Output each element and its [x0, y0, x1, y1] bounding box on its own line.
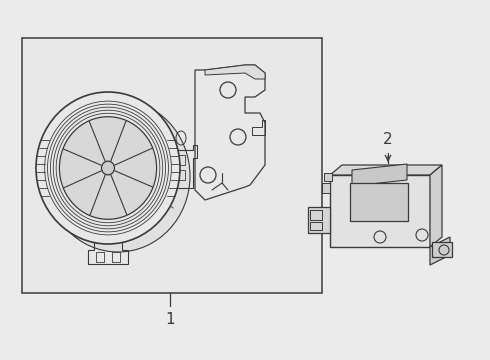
Text: 2: 2 — [383, 132, 393, 147]
Polygon shape — [205, 65, 265, 79]
Bar — [22, 38, 322, 293]
Ellipse shape — [59, 117, 157, 219]
Polygon shape — [308, 207, 330, 233]
Polygon shape — [330, 165, 442, 175]
Polygon shape — [430, 165, 442, 247]
Polygon shape — [432, 242, 452, 257]
Polygon shape — [352, 164, 407, 186]
Polygon shape — [330, 175, 430, 247]
Polygon shape — [430, 237, 450, 265]
Polygon shape — [322, 183, 330, 193]
Text: 1: 1 — [165, 312, 175, 328]
Ellipse shape — [101, 161, 115, 175]
Bar — [350, 183, 408, 221]
Ellipse shape — [46, 100, 190, 252]
Polygon shape — [324, 173, 332, 181]
Ellipse shape — [36, 92, 180, 244]
